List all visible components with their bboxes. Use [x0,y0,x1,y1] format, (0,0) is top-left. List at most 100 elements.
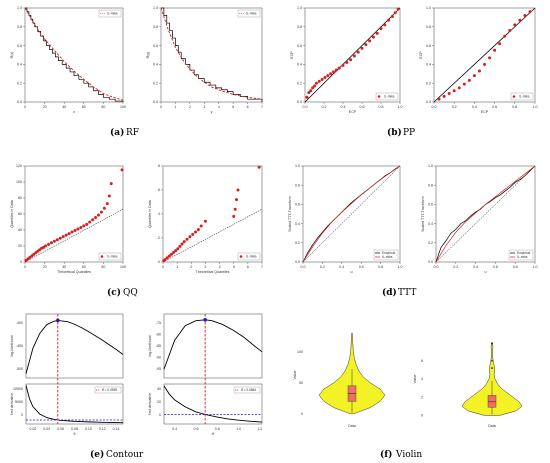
y-tick-label: 100 [16,180,22,184]
y-axis-label-top: log-likelihood [10,336,14,357]
x-tick-label: 0.6 [493,265,498,269]
data-point [236,188,240,192]
plot-frame [302,165,401,263]
legend-box [508,249,534,261]
caption-e: (e) Contour [90,449,144,460]
data-point [447,92,451,96]
legend-point-marker [100,255,104,258]
qq-reference-line [162,208,263,263]
panel-a: 0 20 40 60 80 100 0.0 0.2 0.4 0.6 0.8 1.0 x R(x) IL-mi… [10,6,126,114]
x-axis-label: ECP [481,110,489,114]
data-point [194,230,198,234]
y-axis-label: Value [413,375,417,384]
y-tick-label: 4 [158,212,160,216]
legend-box [94,386,122,394]
x-tick-label: 1 [174,105,176,109]
mle-point [203,318,207,322]
x-tick-label: 1.0 [533,265,538,269]
y-tick-label: -75 [156,321,161,325]
x-tick-label: 2 [189,105,191,109]
data-point [488,56,492,60]
panel-e: 0.02 0.04 0.06 0.08 0.10 0.12 0.14 -400 -450 -500… [10,313,124,436]
data-point [332,70,335,74]
x-tick-label: 0.4 [341,105,346,109]
data-point [182,240,186,244]
y-axis-label: Quantiles in Data [10,200,14,228]
data-point [518,18,522,22]
y-axis-label: Quantiles in Data [148,200,152,228]
x-tick-label: 0.14 [113,427,120,431]
data-point [82,224,86,228]
data-point [235,198,239,202]
y-tick-label: 1.0 [297,6,302,10]
data-point [498,42,502,46]
y-tick-label: 0.6 [297,44,302,48]
x-tick-label: 0.10 [85,427,92,431]
x-tick-label: 0.04 [43,427,50,431]
data-point [232,214,236,218]
x-axis-label: Theoretical Quantiles [196,270,230,274]
caption-a: (a) RF [110,127,139,138]
data-point [383,23,387,27]
bottom-plot-frame [163,383,263,425]
y-tick-label: -95 [156,367,161,371]
data-point [165,256,169,260]
qq-reference-line [24,208,124,263]
y-tick-label: 0.6 [17,44,22,48]
data-point [313,84,316,88]
x-axis-label: ECP [349,110,357,114]
data-point [393,11,397,15]
x-tick-label: 0.0 [434,265,439,269]
panel-a2: 0 1 2 3 4 5 6 7 0.0 0.2 0.4 0.6 0.8 1.0 y R(y) IL-mika [146,6,263,114]
x-tick-label: 5 [233,265,235,269]
data-point [70,230,74,234]
x-tick-label: 6 [247,105,249,109]
legend-box [98,9,122,18]
data-point [309,89,313,93]
empirical-step-line [161,7,263,102]
panel-c: 0 20 40 60 80 100 0 20 40 60 80 100 120 Theoretical Q… [10,164,126,274]
data-point [180,242,184,246]
y-tick-label: 0 [158,260,160,264]
data-point [337,66,341,70]
data-point [191,232,195,236]
x-tick-label: 40 [62,105,66,109]
data-point [326,74,330,78]
log-likelihood-curve [25,319,124,374]
x-tick-label: 0.6 [492,105,497,109]
y-tick-label: 20 [157,400,161,404]
y-tick-label: 120 [16,164,22,168]
fitted-ttt-line [435,165,536,263]
panel-d2: 0.0 0.2 0.4 0.6 0.8 1.0 0.0 0.2 0.4 0.6 0.8 1.0 u Sca… [421,164,538,274]
box-iqr [487,395,497,408]
y-tick-label: 0.0 [17,100,22,104]
data-point [457,86,461,90]
data-point [88,220,92,224]
data-point [352,54,356,58]
data-point [61,235,65,239]
x-tick-label: 0.12 [99,427,106,431]
y-tick-label: 0.6 [426,44,431,48]
x-tick-label: 0 [24,265,26,269]
data-point [257,165,261,169]
data-point [107,194,111,198]
y-tick-label: 1.0 [295,164,300,168]
y-tick-label: 0.4 [153,63,158,67]
data-point [169,252,173,256]
first-derivative-curve [25,385,124,424]
x-tick-label: 0.02 [29,427,36,431]
y-axis-label-bottom: first derivative [148,393,152,415]
y-axis-label: Scaled TTT-Transform [421,196,425,232]
outlier-point [491,342,493,345]
caption-b-text: PP [403,128,415,138]
x-tick-label: 0.0 [301,265,306,269]
data-point [47,242,51,246]
legend-box [233,386,261,394]
data-point [64,233,68,237]
x-axis-label: θ [212,432,214,436]
y-tick-label: 0.2 [153,81,158,85]
y-tick-label: 6 [421,359,423,363]
plot-frame [24,165,124,263]
x-tick-label: 4 [218,105,220,109]
y-axis-label-bottom: first derivative [10,393,14,415]
